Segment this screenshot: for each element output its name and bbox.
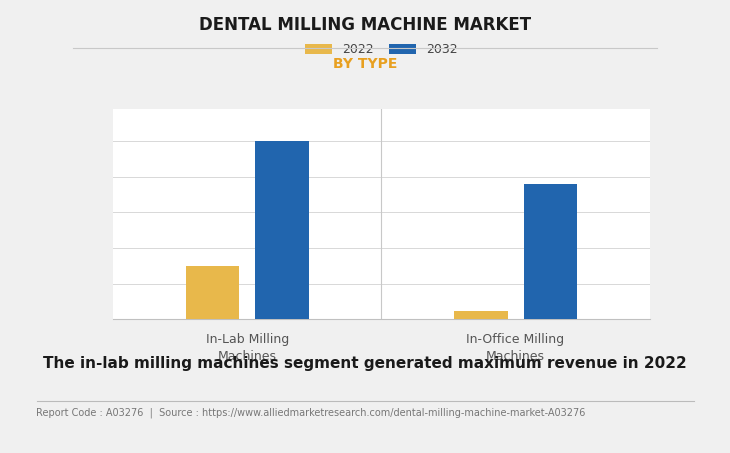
Text: The in-lab milling machines segment generated maximum revenue in 2022: The in-lab milling machines segment gene…: [43, 356, 687, 371]
Legend: 2022, 2032: 2022, 2032: [305, 43, 458, 56]
Text: DENTAL MILLING MACHINE MARKET: DENTAL MILLING MACHINE MARKET: [199, 16, 531, 34]
Bar: [185, 266, 239, 319]
Text: Report Code : A03276  |  Source : https://www.alliedmarketresearch.com/dental-mi: Report Code : A03276 | Source : https://…: [36, 408, 586, 418]
Bar: [454, 311, 507, 319]
Bar: [523, 184, 577, 319]
Bar: [255, 141, 309, 319]
Text: BY TYPE: BY TYPE: [333, 57, 397, 71]
